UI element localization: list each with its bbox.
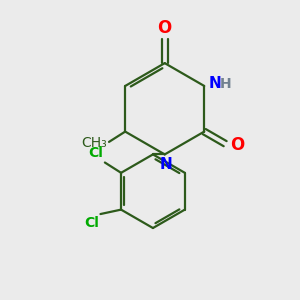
Text: Cl: Cl xyxy=(88,146,104,160)
Text: N: N xyxy=(209,76,221,91)
Text: Cl: Cl xyxy=(84,215,99,230)
Text: O: O xyxy=(230,136,245,154)
Text: CH₃: CH₃ xyxy=(81,136,106,150)
Text: O: O xyxy=(158,19,172,37)
Text: N: N xyxy=(160,157,172,172)
Text: H: H xyxy=(220,76,231,91)
